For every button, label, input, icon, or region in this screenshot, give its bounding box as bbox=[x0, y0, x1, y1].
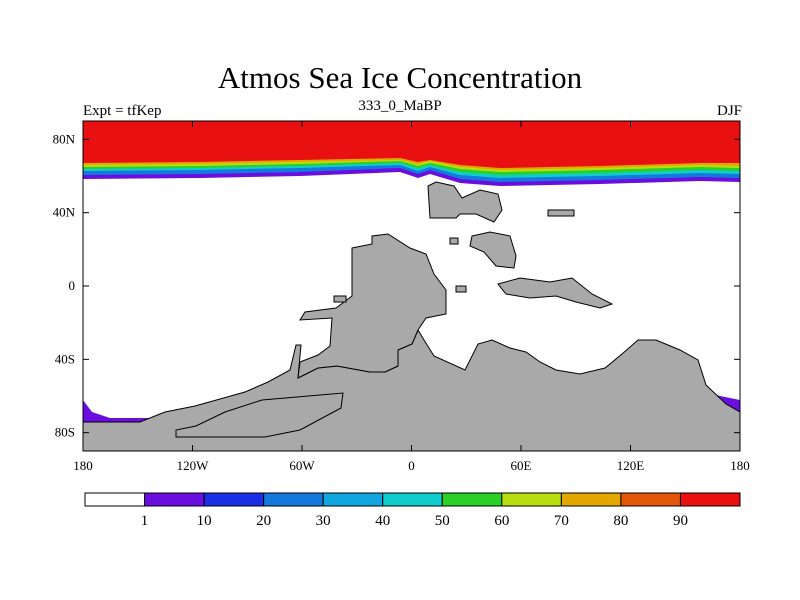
colorbar-label: 60 bbox=[494, 513, 509, 529]
eurasia-island bbox=[547, 209, 575, 217]
small-island-2 bbox=[455, 285, 467, 293]
lat-tick-label: 0 bbox=[69, 278, 76, 293]
lon-tick-label: 0 bbox=[408, 458, 415, 473]
colorbar-swatch bbox=[501, 492, 562, 507]
colorbar-swatch bbox=[679, 492, 741, 507]
middle-east-landmass bbox=[469, 231, 517, 269]
lon-tick-label: 60W bbox=[289, 458, 315, 473]
figure-title: Atmos Sea Ice Concentration bbox=[217, 60, 583, 95]
lat-tick-label: 80N bbox=[53, 131, 76, 146]
lat-tick-label: 40N bbox=[53, 205, 76, 220]
lon-tick-label: 180 bbox=[730, 458, 750, 473]
europe-landmass bbox=[427, 181, 503, 223]
colorbar-label: 70 bbox=[554, 513, 569, 529]
lat-tick-label: 40S bbox=[55, 351, 75, 366]
antarctica-landmass bbox=[83, 328, 740, 451]
small-island-1 bbox=[449, 237, 459, 245]
colorbar-swatch bbox=[84, 492, 146, 507]
small-island-3 bbox=[333, 295, 347, 303]
colorbar-label: 50 bbox=[435, 513, 450, 529]
colorbar-label: 30 bbox=[316, 513, 331, 529]
land bbox=[83, 181, 740, 451]
colorbar: 1 10 20 30 40 50 60 70 80 90 bbox=[84, 492, 741, 529]
colorbar-swatch bbox=[441, 492, 503, 507]
map-plot-area bbox=[83, 121, 740, 451]
colorbar-swatch bbox=[144, 492, 205, 507]
lon-tick-label: 180 bbox=[73, 458, 93, 473]
colorbar-label: 90 bbox=[673, 513, 688, 529]
lon-tick-label: 120W bbox=[177, 458, 210, 473]
colorbar-swatch bbox=[263, 492, 324, 507]
colorbar-label: 40 bbox=[375, 513, 390, 529]
colorbar-label: 10 bbox=[197, 513, 212, 529]
colorbar-label: 20 bbox=[256, 513, 271, 529]
lon-tick-label: 60E bbox=[511, 458, 532, 473]
africa-landmass bbox=[297, 233, 447, 379]
colorbar-swatch bbox=[322, 492, 384, 507]
axis-ticks: 180 120W 60W 0 60E 120E 180 80N 40N 0 40S 80S bbox=[53, 121, 750, 473]
period-label: 333_0_MaBP bbox=[358, 98, 442, 114]
colorbar-swatch bbox=[203, 492, 265, 507]
asia-landmass bbox=[497, 277, 614, 309]
colorbar-swatch bbox=[382, 492, 443, 507]
lat-tick-label: 80S bbox=[55, 425, 75, 440]
colorbar-swatch bbox=[560, 492, 622, 507]
colorbar-label: 80 bbox=[613, 513, 628, 529]
experiment-label: Expt = tfKep bbox=[83, 103, 162, 119]
season-label: DJF bbox=[716, 103, 742, 119]
lon-tick-label: 120E bbox=[617, 458, 645, 473]
north-sea-ice bbox=[83, 121, 740, 186]
colorbar-label: 1 bbox=[141, 513, 149, 529]
colorbar-swatch bbox=[620, 492, 681, 507]
